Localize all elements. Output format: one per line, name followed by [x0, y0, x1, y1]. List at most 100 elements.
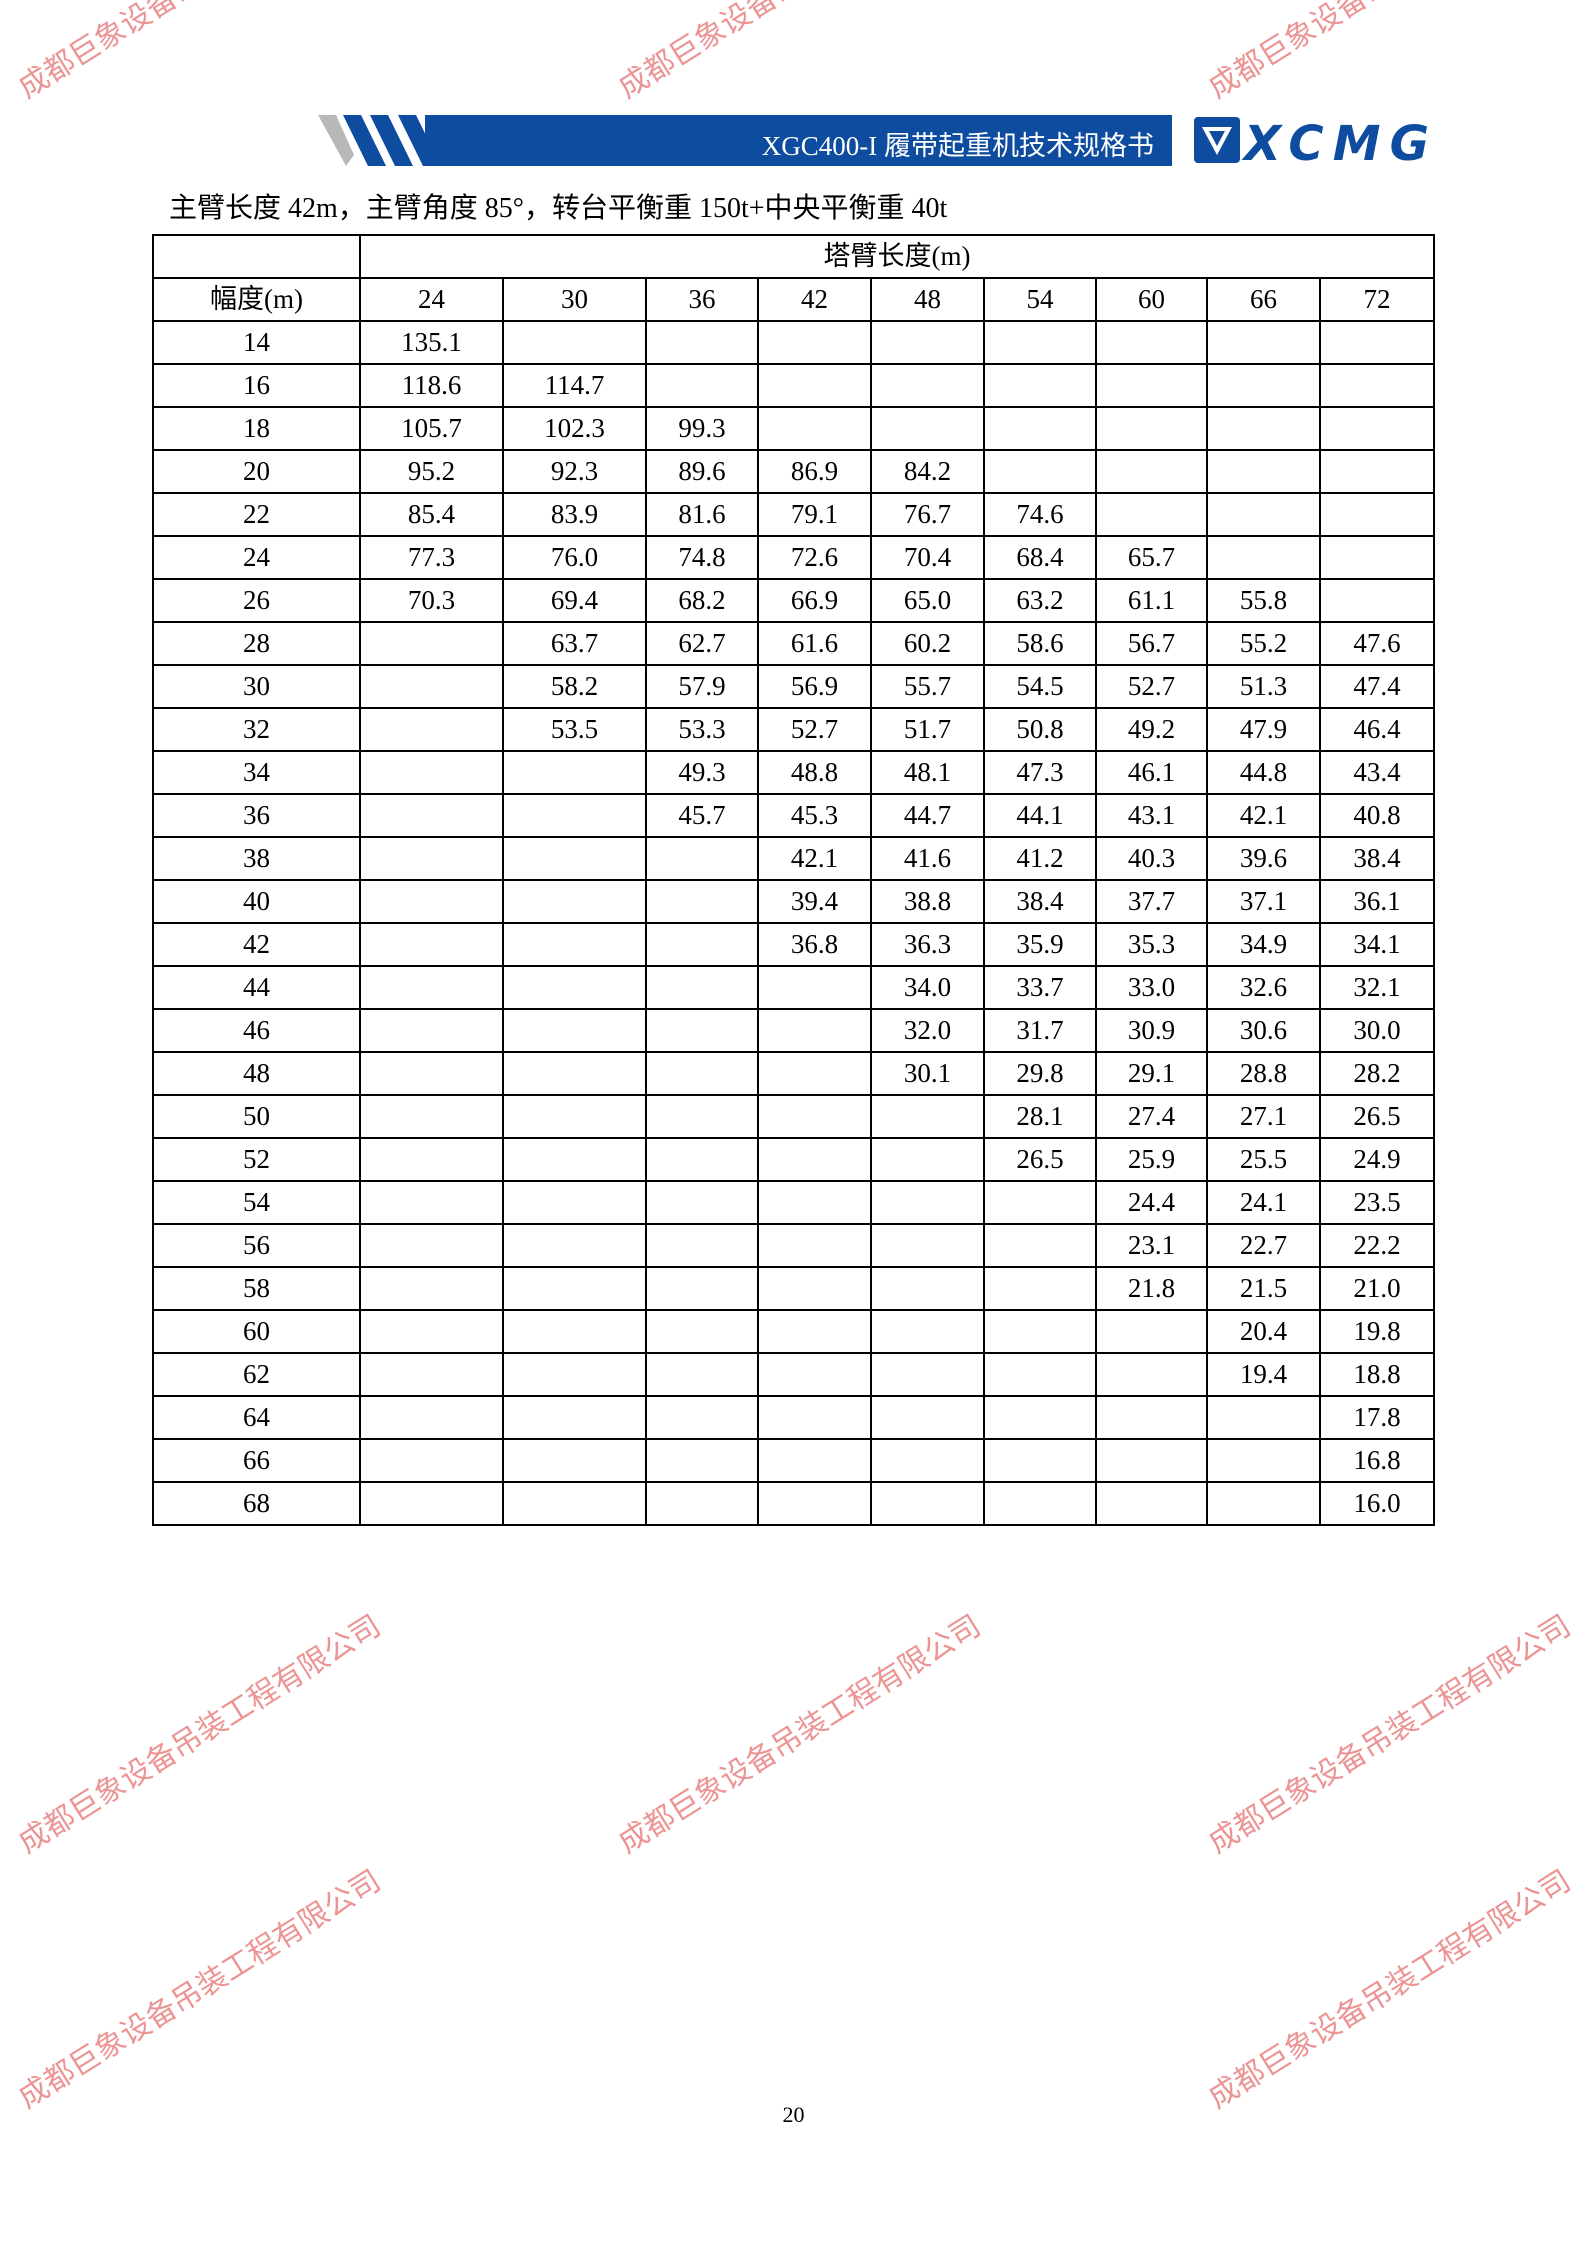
table-row: 42 36.8 36.3 35.9 35.3 34.9 34.1: [152, 922, 1436, 967]
capacity-cell: 55.8: [1206, 578, 1321, 623]
capacity-cell: [502, 1266, 647, 1311]
table-row: 16 118.6 114.7: [152, 363, 1436, 408]
capacity-cell: 17.8: [1318, 1395, 1436, 1440]
capacity-cell: [983, 1481, 1097, 1526]
radius-cell: 20: [152, 449, 361, 494]
radius-cell: 42: [152, 922, 361, 967]
capacity-cell: 99.3: [645, 406, 759, 451]
radius-cell: 68: [152, 1481, 361, 1526]
table-row: 48 30.1 29.8 29.1 28.8 28.2: [152, 1051, 1436, 1096]
table-row: 50 28.1 27.4 27.1 26.5: [152, 1094, 1436, 1139]
capacity-cell: 47.6: [1318, 621, 1436, 666]
capacity-cell: 114.7: [502, 363, 647, 408]
capacity-cell: [870, 1094, 985, 1139]
table-row: 52 26.5 25.9 25.5 24.9: [152, 1137, 1436, 1182]
watermark: 成都巨象设备吊装工程有限公司: [1202, 0, 1577, 107]
capacity-cell: [645, 965, 759, 1010]
radius-cell: 56: [152, 1223, 361, 1268]
capacity-cell: [870, 1352, 985, 1397]
capacity-cell: 79.1: [757, 492, 872, 537]
capacity-cell: 54.5: [983, 664, 1097, 709]
capacity-cell: [757, 1266, 872, 1311]
table-row: 14 135.1: [152, 320, 1436, 365]
capacity-cell: [1206, 363, 1321, 408]
capacity-cell: [359, 1352, 504, 1397]
capacity-cell: 38.8: [870, 879, 985, 924]
capacity-cell: [645, 1352, 759, 1397]
capacity-cell: 19.4: [1206, 1352, 1321, 1397]
group-header-row: 塔臂长度(m): [152, 234, 1436, 279]
table-row: 36 45.7 45.3 44.7 44.1 43.1 42.1 40.8: [152, 793, 1436, 838]
capacity-cell: 30.0: [1318, 1008, 1436, 1053]
table-caption: 主臂长度 42m，主臂角度 85°，转台平衡重 150t+中央平衡重 40t: [169, 193, 948, 224]
radius-cell: 60: [152, 1309, 361, 1354]
capacity-cell: [1318, 320, 1436, 365]
capacity-cell: [1095, 492, 1208, 537]
svg-text:XCMG: XCMG: [1241, 116, 1429, 168]
watermark: 成都巨象设备吊装工程有限公司: [12, 0, 387, 107]
capacity-cell: [870, 1481, 985, 1526]
capacity-cell: [1318, 363, 1436, 408]
capacity-cell: [359, 879, 504, 924]
capacity-cell: 30.1: [870, 1051, 985, 1096]
capacity-cell: 42.1: [757, 836, 872, 881]
capacity-cell: [502, 1094, 647, 1139]
table-row: 34 49.3 48.8 48.1 47.3 46.1 44.8 43.4: [152, 750, 1436, 795]
capacity-cell: 49.2: [1095, 707, 1208, 752]
capacity-cell: 20.4: [1206, 1309, 1321, 1354]
capacity-cell: 37.1: [1206, 879, 1321, 924]
capacity-cell: [502, 1395, 647, 1440]
radius-cell: 62: [152, 1352, 361, 1397]
capacity-cell: [1318, 406, 1436, 451]
document-title: XGC400-I 履带起重机技术规格书: [761, 131, 1154, 161]
capacity-cell: [870, 1395, 985, 1440]
capacity-cell: 51.3: [1206, 664, 1321, 709]
capacity-cell: 53.5: [502, 707, 647, 752]
capacity-cell: [1206, 1395, 1321, 1440]
capacity-cell: [1206, 1438, 1321, 1483]
capacity-cell: [983, 406, 1097, 451]
capacity-cell: 68.2: [645, 578, 759, 623]
capacity-cell: 29.1: [1095, 1051, 1208, 1096]
capacity-cell: [502, 793, 647, 838]
capacity-cell: 81.6: [645, 492, 759, 537]
capacity-cell: [359, 1266, 504, 1311]
radius-cell: 36: [152, 793, 361, 838]
capacity-cell: [757, 1438, 872, 1483]
capacity-cell: [870, 1266, 985, 1311]
capacity-cell: [1318, 535, 1436, 580]
capacity-cell: 76.7: [870, 492, 985, 537]
capacity-cell: 30.6: [1206, 1008, 1321, 1053]
capacity-cell: [359, 1094, 504, 1139]
capacity-cell: 45.3: [757, 793, 872, 838]
capacity-cell: 24.4: [1095, 1180, 1208, 1225]
table-row: 58 21.8 21.5 21.0: [152, 1266, 1436, 1311]
capacity-cell: 36.8: [757, 922, 872, 967]
capacity-cell: [645, 922, 759, 967]
capacity-cell: 65.7: [1095, 535, 1208, 580]
radius-cell: 66: [152, 1438, 361, 1483]
capacity-cell: [1095, 1309, 1208, 1354]
table-row: 46 32.0 31.7 30.9 30.6 30.0: [152, 1008, 1436, 1053]
capacity-cell: [1206, 320, 1321, 365]
capacity-cell: 22.7: [1206, 1223, 1321, 1268]
capacity-cell: [870, 1137, 985, 1182]
capacity-cell: 95.2: [359, 449, 504, 494]
table-row: 44 34.0 33.7 33.0 32.6 32.1: [152, 965, 1436, 1010]
capacity-cell: 44.8: [1206, 750, 1321, 795]
capacity-cell: 36.1: [1318, 879, 1436, 924]
capacity-cell: [757, 1352, 872, 1397]
capacity-cell: 86.9: [757, 449, 872, 494]
capacity-cell: 23.5: [1318, 1180, 1436, 1225]
watermark: 成都巨象设备吊装工程有限公司: [12, 1608, 388, 1861]
radius-cell: 64: [152, 1395, 361, 1440]
capacity-cell: [983, 1395, 1097, 1440]
capacity-cell: 26.5: [983, 1137, 1097, 1182]
capacity-cell: 22.2: [1318, 1223, 1436, 1268]
capacity-cell: 46.1: [1095, 750, 1208, 795]
capacity-cell: 56.9: [757, 664, 872, 709]
capacity-cell: 70.4: [870, 535, 985, 580]
capacity-cell: 43.4: [1318, 750, 1436, 795]
capacity-cell: [359, 1395, 504, 1440]
capacity-cell: [870, 1309, 985, 1354]
